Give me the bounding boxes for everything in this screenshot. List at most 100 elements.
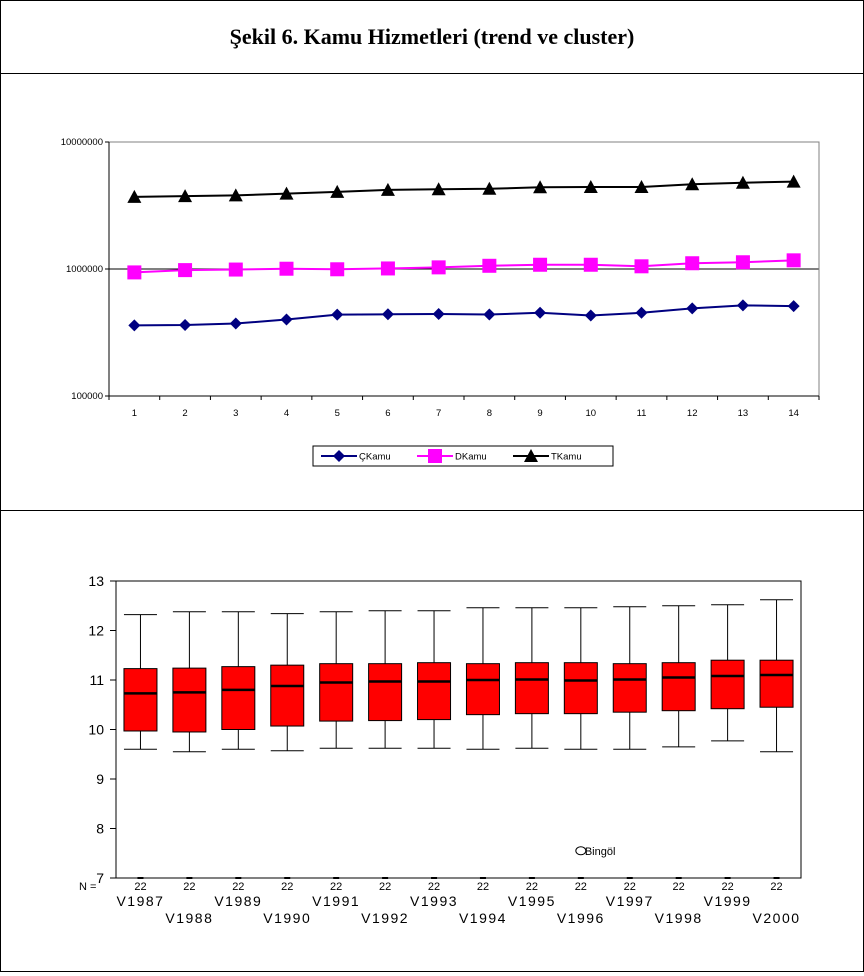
y-tick-label: 8 (96, 821, 104, 837)
box-V1990 (270, 613, 305, 752)
data-point (380, 182, 395, 196)
data-point (787, 300, 800, 313)
n-value: 22 (770, 881, 782, 893)
data-point (279, 186, 294, 200)
y-tick-label: 10 (88, 722, 104, 738)
y-tick-label: 10000000 (61, 137, 103, 148)
n-value: 22 (624, 881, 636, 893)
legend-item: TKamu (513, 449, 582, 463)
n-value: 22 (477, 881, 489, 893)
x-tick-label: 7 (436, 408, 441, 419)
iqr-box (270, 664, 305, 727)
data-point (380, 261, 395, 276)
legend-label: DKamu (455, 452, 487, 463)
x-tick-label: 12 (687, 408, 698, 419)
data-point (179, 319, 192, 332)
iqr-box (759, 659, 794, 708)
data-point (786, 174, 801, 188)
data-point (634, 259, 649, 274)
data-point (127, 265, 142, 280)
data-point (482, 258, 497, 273)
data-point (432, 308, 445, 321)
box-V1994 (465, 607, 500, 750)
figure-title-cell: Şekil 6. Kamu Hizmetleri (trend ve clust… (1, 1, 863, 74)
series-TKamu (127, 174, 801, 203)
x-category-label: V1993 (410, 893, 458, 909)
n-value: 22 (721, 881, 733, 893)
series-line (134, 180, 794, 198)
legend-marker (428, 449, 442, 463)
data-point (685, 177, 700, 191)
legend-label: ÇKamu (359, 452, 391, 463)
box-V1995 (514, 607, 549, 749)
x-tick-label: 8 (487, 408, 492, 419)
data-point (584, 309, 597, 322)
x-tick-label: 11 (637, 408, 647, 419)
data-point (685, 256, 700, 271)
iqr-box (710, 659, 745, 710)
data-point (127, 189, 142, 203)
n-value: 22 (232, 881, 244, 893)
data-point (178, 263, 193, 278)
data-point (533, 180, 548, 194)
data-point (128, 319, 141, 332)
n-value: 22 (379, 881, 391, 893)
data-point (178, 189, 193, 203)
n-value: 22 (330, 881, 342, 893)
data-point (280, 313, 293, 326)
legend: ÇKamu DKamu TKamu (312, 445, 614, 467)
x-category-label: V1988 (165, 910, 213, 926)
data-point (431, 260, 446, 275)
x-category-label: V1996 (557, 910, 605, 926)
box-V2000 (759, 599, 794, 753)
x-category-label: V1991 (312, 893, 360, 909)
data-point (735, 175, 750, 189)
x-tick-label: 3 (233, 408, 238, 419)
outlier-marker (575, 846, 587, 856)
x-category-label: V1994 (459, 910, 507, 926)
y-tick-label: 7 (96, 870, 104, 886)
x-tick-label: 2 (182, 408, 187, 419)
iqr-box (368, 663, 403, 722)
y-tick-label: 13 (88, 573, 104, 589)
data-point (735, 255, 750, 270)
x-category-label: V1997 (606, 893, 654, 909)
n-value: 22 (428, 881, 440, 893)
n-value: 22 (673, 881, 685, 893)
data-point (686, 302, 699, 315)
figure-title: Şekil 6. Kamu Hizmetleri (trend ve clust… (229, 24, 635, 49)
data-point (635, 306, 648, 319)
trend-panel: 10000000 1000000 100000 1 2 3 4 5 6 7 8 9 10 11 12 13 14… (1, 74, 863, 511)
plot-area-border (115, 580, 802, 879)
cluster-panel: 13 12 11 10 9 8 7 Bingöl N = 22 22 22 22 22 22 22 22 22 22… (1, 511, 863, 971)
box-V1996 (563, 607, 598, 750)
data-point (583, 180, 598, 194)
x-tick-label: 13 (738, 408, 749, 419)
n-value: 22 (575, 881, 587, 893)
outlier-label: Bingöl (585, 846, 616, 858)
x-tick-label: 14 (788, 408, 799, 419)
box-V1991 (319, 611, 354, 749)
box-V1989 (221, 611, 256, 750)
iqr-box (661, 662, 696, 712)
iqr-box (563, 662, 598, 715)
x-tick-label: 5 (335, 408, 340, 419)
series-ÇKamu (128, 299, 800, 332)
x-tick-label: 4 (284, 408, 289, 419)
n-value: 22 (281, 881, 293, 893)
y-tick-label: 100000 (71, 391, 103, 402)
data-point (431, 182, 446, 196)
iqr-box (612, 663, 647, 713)
x-category-label: V1999 (704, 893, 752, 909)
n-label: N = (79, 881, 96, 893)
legend-marker (333, 450, 345, 462)
iqr-box (319, 663, 354, 722)
x-tick-label: 6 (385, 408, 390, 419)
cluster-boxplot-chart: 13 12 11 10 9 8 7 Bingöl N = 22 22 22 22 22 22 22 22 22 22… (79, 573, 802, 926)
x-tick-label: 1 (132, 408, 137, 419)
data-point (381, 308, 394, 321)
y-tick-label: 12 (88, 623, 104, 639)
iqr-box (172, 667, 207, 733)
